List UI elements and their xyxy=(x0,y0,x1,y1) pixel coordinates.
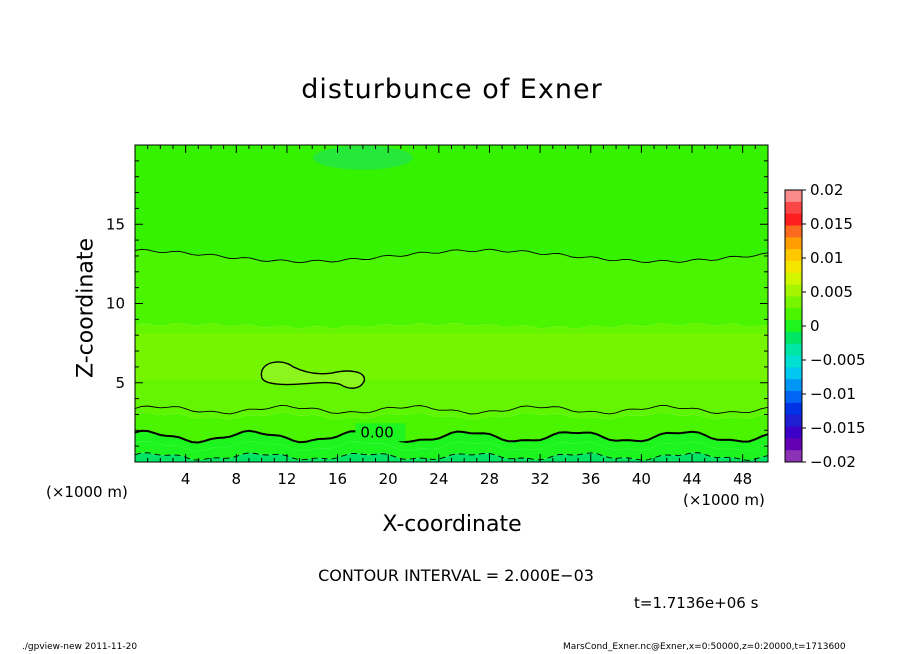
contour-line-upper xyxy=(134,248,769,264)
y-axis-label: Z-coordinate xyxy=(73,238,99,378)
contour-closed-max xyxy=(260,361,365,389)
x-axis-label: X-coordinate xyxy=(382,512,522,537)
colorbar-band xyxy=(785,438,802,451)
colorbar-tick-label: −0.01 xyxy=(810,385,856,403)
contour-label-bg xyxy=(355,423,406,442)
colorbar-band xyxy=(785,296,802,309)
colorbar-tick-label: −0.015 xyxy=(810,419,866,437)
contour-line-lower xyxy=(134,404,769,415)
x-tick-label: 40 xyxy=(632,470,651,488)
chart-title: disturbunce of Exner xyxy=(301,74,603,105)
colorbar-tick-label: 0.01 xyxy=(810,249,843,267)
y-tick-label: 15 xyxy=(106,215,125,233)
contour-line-zero xyxy=(134,429,769,444)
colorbar-band xyxy=(785,402,802,416)
contour-label: 0.00 xyxy=(360,423,393,441)
contour-interval-text: CONTOUR INTERVAL = 2.000E−03 xyxy=(318,566,594,585)
colorbar-band xyxy=(785,391,802,404)
x-tick-label: 16 xyxy=(328,470,347,488)
band-max xyxy=(135,333,768,380)
colorbar-band xyxy=(785,213,802,226)
colorbar-tick-label: 0.015 xyxy=(810,215,853,233)
colorbar-tick-label: 0.005 xyxy=(810,283,853,301)
x-tick-label: 12 xyxy=(277,470,296,488)
colorbar: 0.02 0.015 0.01 0.005 0 −0.005 −0.01 −0.015 −0.0… xyxy=(784,181,866,471)
colorbar-band xyxy=(785,343,802,357)
x-tick-label: 44 xyxy=(682,470,701,488)
colorbar-band xyxy=(785,284,802,297)
band-neg-1 xyxy=(135,430,768,452)
colorbar-band xyxy=(785,190,802,203)
colorbar-band xyxy=(785,450,802,463)
colorbar-tick-label: −0.02 xyxy=(810,453,856,471)
x-tick-label: 20 xyxy=(379,470,398,488)
band-top-patch xyxy=(312,145,413,170)
band-neg-2 xyxy=(135,441,768,461)
x-tick-label: 4 xyxy=(181,470,191,488)
colorbar-band xyxy=(785,249,802,262)
x-tick-label: 36 xyxy=(581,470,600,488)
colorbar-band xyxy=(785,367,802,380)
x-tick-label: 48 xyxy=(733,470,752,488)
contour-line-negative xyxy=(134,452,769,461)
colorbar-band xyxy=(785,201,802,215)
band-top xyxy=(135,145,768,263)
y-tick-label: 5 xyxy=(115,374,125,392)
footer-right-text: MarsCond_Exner.nc@Exner,x=0:50000,z=0:20… xyxy=(563,642,846,652)
colorbar-band xyxy=(785,272,802,286)
x-tick-label: 32 xyxy=(531,470,550,488)
band-pos-3 xyxy=(135,249,768,329)
colorbar-tick-label: 0.02 xyxy=(810,181,843,199)
colorbar-band xyxy=(785,379,802,392)
band-zero xyxy=(135,412,768,443)
colorbar-band xyxy=(785,331,802,345)
x-axis-unit: (×1000 m) xyxy=(683,491,765,509)
x-tick-label: 24 xyxy=(429,470,448,488)
colorbar-band xyxy=(785,237,802,250)
y-tick-label: 10 xyxy=(106,295,125,313)
y-axis-unit: (×1000 m) xyxy=(46,483,128,501)
band-neg-3 xyxy=(135,452,768,462)
colorbar-band xyxy=(785,414,802,428)
x-tick-label: 28 xyxy=(480,470,499,488)
time-label: t=1.7136e+06 s xyxy=(634,594,759,612)
colorbar-tick-label: −0.005 xyxy=(810,351,866,369)
colorbar-band xyxy=(785,225,802,238)
colorbar-band xyxy=(785,308,802,321)
colorbar-band xyxy=(785,426,802,439)
colorbar-tick-label: 0 xyxy=(810,317,820,335)
x-tick-label: 8 xyxy=(232,470,242,488)
plot-area: 0.00 xyxy=(134,145,769,462)
colorbar-band xyxy=(785,260,802,274)
footer-left-text: ./gpview-new 2011-11-20 xyxy=(22,642,138,652)
colorbar-band xyxy=(785,355,802,368)
colorbar-band xyxy=(785,320,802,333)
band-pos-1 xyxy=(135,405,768,420)
